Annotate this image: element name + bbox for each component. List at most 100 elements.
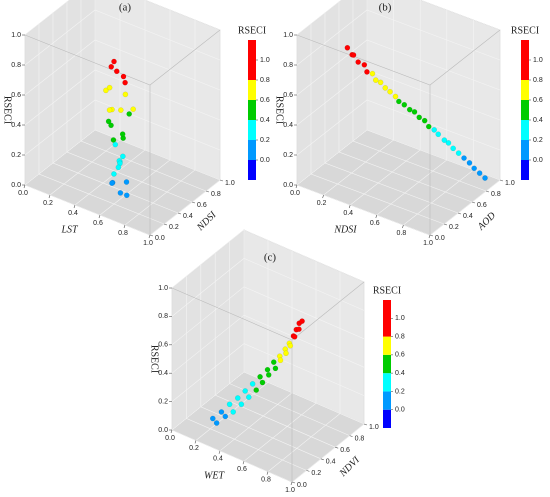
point — [120, 73, 127, 80]
x-tick — [295, 184, 298, 189]
y-tick — [191, 201, 196, 204]
colorbar-segment — [383, 300, 391, 337]
z-tick-label: 0.4 — [283, 122, 293, 129]
point — [361, 62, 368, 68]
x-tick-label: 0.0 — [165, 435, 175, 442]
panel-title: (a) — [119, 2, 132, 14]
point — [213, 420, 220, 426]
point — [111, 171, 117, 177]
z-tick-label: 0.4 — [11, 122, 21, 129]
x-tick-label: 0.4 — [213, 456, 223, 463]
x-tick — [73, 204, 76, 209]
point — [126, 111, 132, 117]
y-tick-label: 0.6 — [477, 202, 487, 209]
grid-line — [296, 0, 501, 36]
colorbar-segment — [521, 140, 529, 160]
point — [372, 77, 379, 83]
z-tick-label: 0.2 — [283, 152, 293, 159]
colorbar-tick-label: 0.8 — [395, 333, 405, 340]
point — [299, 318, 305, 324]
x-tick — [266, 471, 269, 475]
y-tick-label: 1.0 — [505, 180, 515, 187]
z-tick-label: 0.8 — [283, 62, 293, 69]
x-tick — [194, 440, 197, 444]
colorbar-segment — [521, 40, 529, 80]
x-tick — [348, 204, 351, 209]
point — [210, 415, 216, 422]
point — [238, 401, 245, 407]
x-tick — [375, 214, 378, 219]
colorbar-tick-label: 1.0 — [260, 57, 270, 64]
grid-line — [24, 129, 221, 186]
point — [106, 107, 113, 113]
colorbar-segment — [383, 409, 391, 428]
colorbar-tick-label: 0.2 — [260, 137, 270, 144]
z-tick-label: 0.8 — [11, 62, 21, 69]
x-axis-label: LST — [60, 224, 79, 235]
grid-line — [24, 0, 221, 36]
x-tick — [23, 184, 26, 189]
y-tick-label: 0.6 — [340, 447, 350, 454]
grid-line — [296, 129, 501, 186]
point — [435, 131, 442, 137]
colorbar-tick-label: 0.8 — [260, 77, 270, 84]
point — [230, 409, 236, 415]
grid-line — [296, 39, 501, 96]
panel-title: (b) — [379, 2, 392, 14]
y-tick — [335, 446, 339, 449]
point — [122, 91, 129, 98]
z-tick-label: 0.8 — [158, 313, 168, 320]
y-tick — [499, 179, 504, 182]
colorbar-tick-label: 0.2 — [395, 388, 405, 395]
y-tick — [149, 234, 154, 237]
point — [445, 140, 452, 146]
colorbar-tick-label: 0.0 — [260, 157, 270, 164]
grid-line — [24, 9, 221, 66]
colorbar-segment — [248, 120, 256, 140]
point — [122, 79, 128, 86]
x-tick-label: 1.0 — [143, 240, 153, 247]
x-tick — [123, 224, 126, 229]
x-tick-label: 1.0 — [285, 487, 295, 494]
point — [272, 365, 279, 372]
colorbar-tick-label: 0.0 — [533, 157, 543, 164]
colorbar-title: RSECI — [373, 285, 401, 296]
colorbar-tick-label: 0.2 — [533, 137, 543, 144]
point — [466, 160, 473, 166]
x-tick-label: 0.4 — [343, 210, 353, 217]
x-tick-label: 0.8 — [397, 230, 407, 237]
point — [482, 175, 488, 181]
colorbar-segment — [521, 100, 529, 120]
x-tick-label: 0.6 — [237, 466, 247, 473]
point — [118, 107, 124, 113]
y-tick — [457, 212, 462, 215]
colorbar-tick-label: 0.4 — [395, 370, 405, 377]
grid-line — [171, 286, 365, 346]
y-tick — [291, 481, 296, 484]
colorbar-tick-label: 0.0 — [395, 407, 405, 414]
x-tick — [98, 214, 101, 219]
point — [387, 88, 393, 95]
y-tick-label: 0.2 — [449, 224, 459, 231]
x-tick-label: 0.2 — [43, 200, 53, 207]
y-tick — [443, 223, 448, 226]
colorbar-tick-label: 0.8 — [533, 77, 543, 84]
point — [115, 164, 122, 171]
y-tick — [177, 212, 182, 215]
point — [455, 150, 462, 156]
point — [392, 93, 399, 100]
point — [120, 153, 126, 160]
point — [396, 98, 402, 105]
grid-line — [296, 99, 501, 156]
point — [421, 117, 428, 124]
point — [264, 366, 271, 373]
z-axis-label: RSECI — [274, 96, 285, 124]
x-tick-label: 0.2 — [317, 200, 327, 207]
point — [226, 401, 233, 408]
point — [291, 333, 298, 340]
point — [406, 106, 413, 113]
x-tick — [170, 429, 173, 434]
colorbar-segment — [521, 120, 529, 140]
point — [108, 64, 115, 70]
point — [277, 357, 284, 364]
